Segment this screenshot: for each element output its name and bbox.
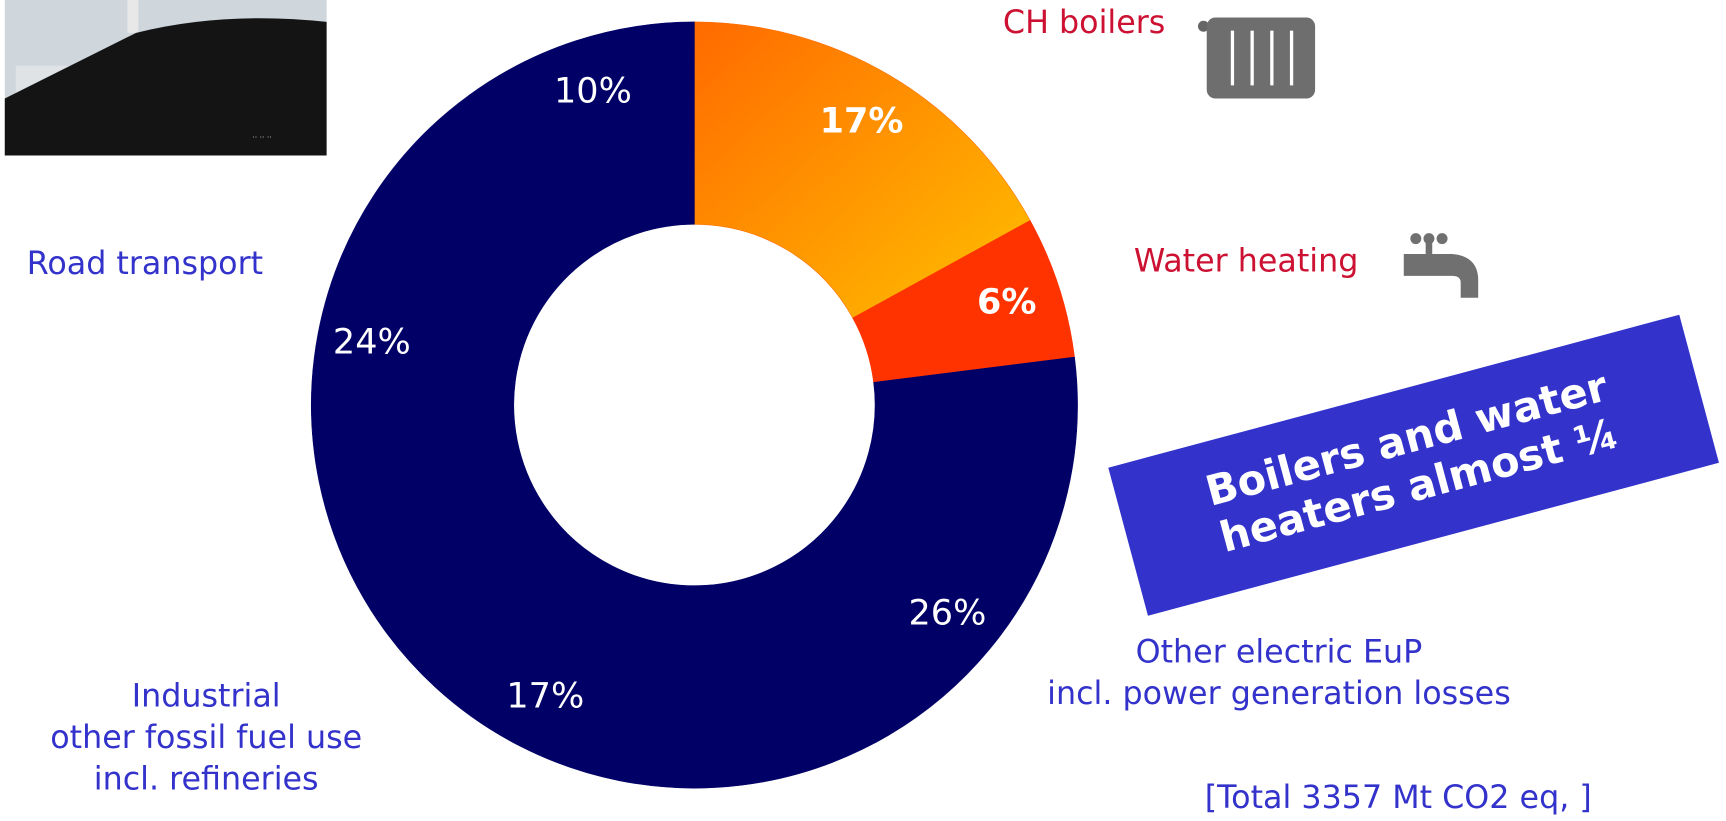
category-label: Other electric EuP incl. power generation… — [1047, 635, 1511, 713]
data-label: 17% — [820, 100, 904, 141]
donut-segment — [705, 356, 1078, 788]
data-label: 10% — [554, 71, 632, 112]
category-label: CH boilers — [1003, 5, 1165, 41]
svg-text:·· ·· ··: ·· ·· ·· — [252, 133, 271, 142]
data-label: 24% — [333, 321, 411, 362]
category-label: Road transport — [27, 246, 263, 282]
data-label: 6% — [977, 282, 1036, 323]
category-label: Water heating — [1134, 244, 1358, 280]
photo: ·· ·· ·· — [4, 0, 327, 156]
data-label: 26% — [909, 592, 987, 633]
data-label: 17% — [506, 676, 584, 717]
tap-icon — [1403, 233, 1479, 298]
donut-segment — [468, 21, 695, 260]
donut-segment — [311, 94, 589, 611]
annotation-box: Boilers and waterheaters almost ¼ — [1108, 314, 1719, 616]
note: [Total 3357 Mt CO2 eq, ] — [1205, 780, 1592, 816]
category-label: Industrial other fossil fuel use incl. ref… — [50, 678, 362, 797]
radiator-icon — [1197, 17, 1316, 99]
donut-segment — [694, 21, 1031, 319]
donut-segment — [370, 501, 719, 789]
